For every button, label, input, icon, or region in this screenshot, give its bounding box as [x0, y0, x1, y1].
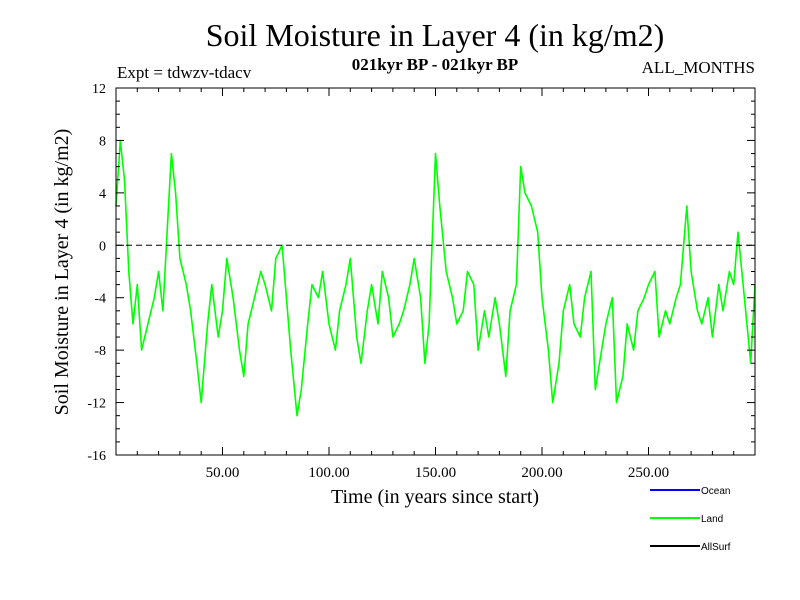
x-tick-label: 200.00 [521, 465, 562, 481]
y-axis-label: Soil Moisture in Layer 4 (in kg/m2) [51, 129, 73, 416]
chart-subtitle-center: 021kyr BP - 021kyr BP [352, 55, 519, 74]
y-tick-label: 4 [99, 187, 106, 202]
x-tick-label: 250.00 [628, 465, 669, 481]
plot-area: -16 -12 -8 -4 0 4 8 12 50.00 100.00 150.00 200.00 25… [87, 82, 756, 481]
chart-title: Soil Moisture in Layer 4 (in kg/m2) [206, 17, 665, 53]
legend-label-ocean: Ocean [701, 486, 730, 497]
chart-subtitle-right: ALL_MONTHS [642, 58, 755, 77]
chart-subtitle-left: Expt = tdwzv-tdacv [117, 63, 252, 82]
legend: Ocean Land AllSurf [650, 486, 731, 553]
series-line-land [115, 139, 756, 417]
y-tick-label: 0 [99, 239, 106, 254]
x-tick-label: 50.00 [206, 465, 240, 481]
x-axis-label: Time (in years since start) [331, 486, 539, 508]
legend-label-allsurf: AllSurf [701, 542, 731, 553]
legend-label-land: Land [701, 514, 723, 525]
y-tick-label: 8 [99, 134, 106, 149]
y-tick-label: -4 [94, 292, 106, 307]
y-tick-label: -8 [94, 344, 106, 359]
x-tick-label: 150.00 [415, 465, 456, 481]
x-tick-label: 100.00 [308, 465, 349, 481]
y-tick-label: -16 [87, 449, 106, 464]
y-tick-label: -12 [87, 397, 106, 412]
plot-frame [115, 87, 756, 456]
y-tick-label: 12 [92, 82, 106, 97]
